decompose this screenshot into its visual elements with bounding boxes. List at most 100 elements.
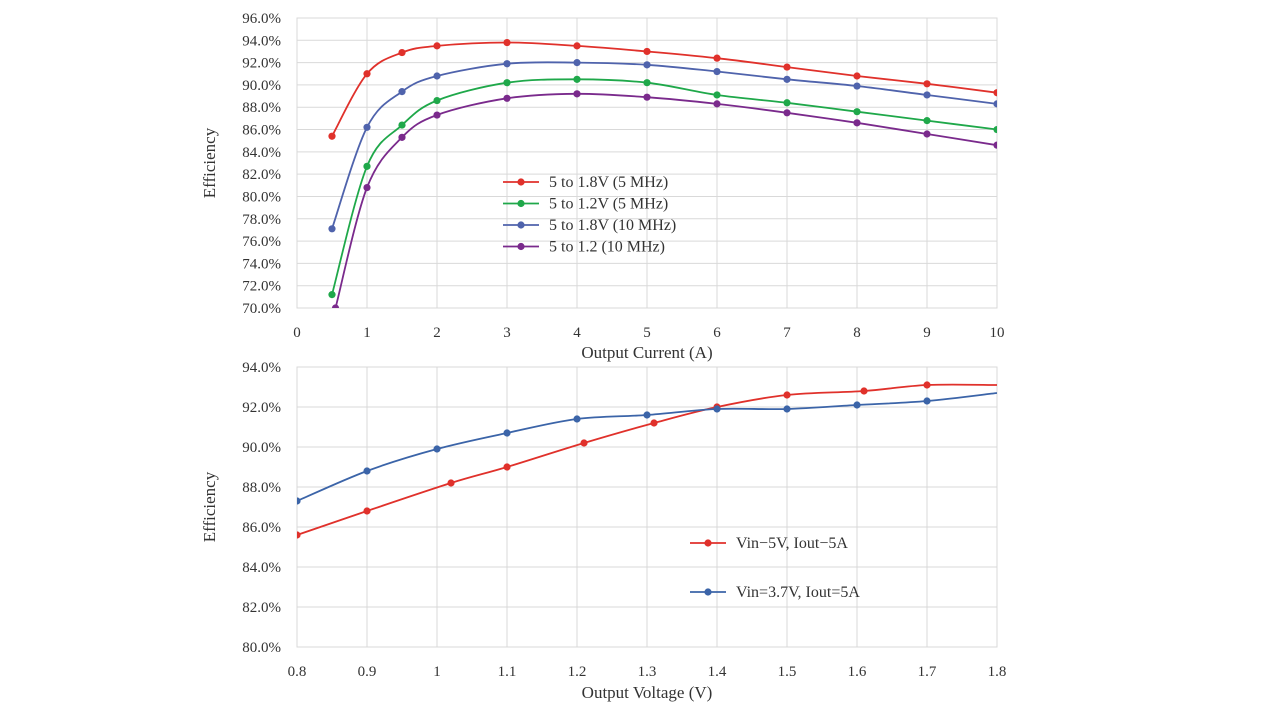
data-point xyxy=(328,291,336,299)
x-tick-label: 1.3 xyxy=(638,664,657,680)
data-point xyxy=(573,59,581,67)
data-point xyxy=(783,109,791,117)
data-point xyxy=(433,42,441,50)
x-axis-title: Output Voltage (V) xyxy=(582,683,713,702)
x-tick-label: 1.8 xyxy=(988,664,1007,680)
y-tick-label: 90.0% xyxy=(242,78,281,94)
data-point xyxy=(297,531,301,539)
x-tick-label: 1.1 xyxy=(498,664,517,680)
data-point xyxy=(923,130,931,138)
data-point xyxy=(923,117,931,125)
x-tick-label: 1.2 xyxy=(568,664,587,680)
x-tick-label: 1 xyxy=(363,325,371,341)
data-point xyxy=(783,99,791,107)
x-axis-title: Output Current (A) xyxy=(581,343,712,362)
data-point xyxy=(363,183,371,192)
data-point xyxy=(643,47,651,56)
data-point xyxy=(650,419,658,427)
legend-label: Vin−5V, Iout−5A xyxy=(736,535,848,552)
data-point xyxy=(713,67,721,76)
data-point xyxy=(713,91,721,99)
data-point xyxy=(503,429,511,437)
x-tick-label: 6 xyxy=(713,325,721,341)
efficiency-vs-current-chart: 70.0% 72.0% 74.0% 76.0% 78.0% 80.0% 82.0% 84.0%… xyxy=(200,11,1005,362)
y-tick-label: 86.0% xyxy=(242,123,281,139)
x-tick-label: 1 xyxy=(433,664,441,680)
data-point xyxy=(853,72,861,80)
y-tick-label: 86.0% xyxy=(242,520,281,536)
y-tick-label: 82.0% xyxy=(242,167,281,183)
data-point xyxy=(398,121,406,129)
data-point xyxy=(923,397,931,405)
y-axis-title: Efficiency xyxy=(200,127,219,198)
data-point xyxy=(993,89,997,97)
data-point xyxy=(398,48,406,57)
x-tick-label: 7 xyxy=(783,325,791,341)
data-point xyxy=(573,75,581,83)
data-point xyxy=(713,100,721,108)
data-point xyxy=(328,132,336,140)
series-line xyxy=(331,41,997,137)
y-tick-label: 94.0% xyxy=(242,33,281,49)
x-tick-label: 1.7 xyxy=(918,664,937,680)
data-point xyxy=(363,467,371,475)
series-line xyxy=(331,61,997,230)
data-point xyxy=(503,94,511,102)
legend-label: 5 to 1.2V (5 MHz) xyxy=(549,196,668,213)
legend-label: Vin=3.7V, Iout=5A xyxy=(736,584,860,601)
data-point xyxy=(923,80,931,88)
legend-marker xyxy=(704,539,712,547)
data-point xyxy=(447,479,455,487)
plot-area xyxy=(297,381,997,539)
data-point xyxy=(853,119,861,127)
y-tick-label: 80.0% xyxy=(242,640,281,656)
data-point xyxy=(993,141,997,149)
data-point xyxy=(923,381,931,389)
data-point xyxy=(713,405,721,413)
y-tick-label: 88.0% xyxy=(242,100,281,116)
data-point xyxy=(398,133,406,141)
data-point xyxy=(363,507,371,515)
legend-label: 5 to 1.2 (10 MHz) xyxy=(549,239,665,256)
data-point xyxy=(331,304,340,308)
data-point xyxy=(573,42,581,50)
y-tick-label: 90.0% xyxy=(242,440,281,456)
y-tick-label: 96.0% xyxy=(242,11,281,27)
y-tick-label: 84.0% xyxy=(242,560,281,576)
data-point xyxy=(993,125,997,134)
plot-frame xyxy=(296,366,998,648)
series-line xyxy=(331,78,997,295)
data-point xyxy=(643,61,651,69)
x-tick-label: 10 xyxy=(990,325,1005,341)
data-point xyxy=(573,90,581,98)
y-tick-label: 94.0% xyxy=(242,360,281,376)
x-tick-label: 4 xyxy=(573,325,581,341)
legend-marker xyxy=(517,242,525,251)
x-tick-label: 9 xyxy=(923,325,931,341)
x-tick-label: 0.8 xyxy=(288,664,307,680)
data-point xyxy=(363,70,371,78)
legend-marker xyxy=(517,199,525,208)
data-point xyxy=(433,72,441,80)
data-point xyxy=(503,38,511,47)
legend-marker xyxy=(517,221,525,229)
data-point xyxy=(993,100,997,108)
data-point xyxy=(783,63,791,71)
legend-label: 5 to 1.8V (5 MHz) xyxy=(549,174,668,191)
data-point xyxy=(860,387,868,395)
y-tick-label: 76.0% xyxy=(242,234,281,250)
y-tick-label: 74.0% xyxy=(242,256,281,272)
data-point xyxy=(503,463,511,471)
x-tick-label: 8 xyxy=(853,325,861,341)
data-point xyxy=(643,411,651,419)
y-axis-title: Efficiency xyxy=(200,471,219,542)
data-point xyxy=(713,54,721,62)
data-point xyxy=(853,82,861,90)
legend-marker xyxy=(517,178,525,186)
y-tick-label: 78.0% xyxy=(242,212,281,228)
data-point xyxy=(580,439,588,447)
y-tick-label: 92.0% xyxy=(242,400,281,416)
legend-label: 5 to 1.8V (10 MHz) xyxy=(549,217,676,234)
y-tick-label: 84.0% xyxy=(242,145,281,161)
